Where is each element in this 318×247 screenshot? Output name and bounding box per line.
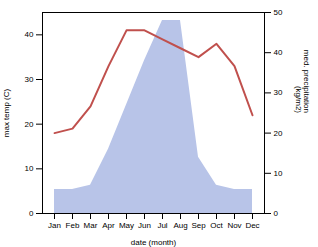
svg-text:40: 40 (25, 30, 34, 39)
svg-text:Oct: Oct (210, 221, 223, 230)
svg-text:Sep: Sep (191, 221, 206, 230)
svg-text:Mar: Mar (84, 221, 98, 230)
svg-text:40: 40 (274, 48, 283, 57)
svg-text:Jan: Jan (48, 221, 61, 230)
svg-text:0: 0 (274, 209, 279, 218)
svg-text:max temp (C): max temp (C) (2, 88, 11, 137)
svg-text:30: 30 (274, 88, 283, 97)
svg-text:date (month): date (month) (131, 238, 177, 247)
svg-text:Nov: Nov (227, 221, 241, 230)
svg-text:30: 30 (25, 75, 34, 84)
svg-text:May: May (119, 221, 134, 230)
svg-text:Jun: Jun (138, 221, 151, 230)
svg-text:10: 10 (25, 164, 34, 173)
svg-text:Jul: Jul (157, 221, 167, 230)
svg-text:Dec: Dec (245, 221, 259, 230)
svg-text:20: 20 (274, 129, 283, 138)
svg-text:Aug: Aug (173, 221, 187, 230)
svg-text:10: 10 (274, 169, 283, 178)
svg-text:Feb: Feb (66, 221, 80, 230)
svg-text:med. precipitation(kg/m2): med. precipitation(kg/m2) (294, 50, 311, 113)
svg-text:Apr: Apr (102, 221, 115, 230)
svg-text:20: 20 (25, 120, 34, 129)
svg-text:50: 50 (274, 8, 283, 17)
svg-text:0: 0 (29, 209, 34, 218)
